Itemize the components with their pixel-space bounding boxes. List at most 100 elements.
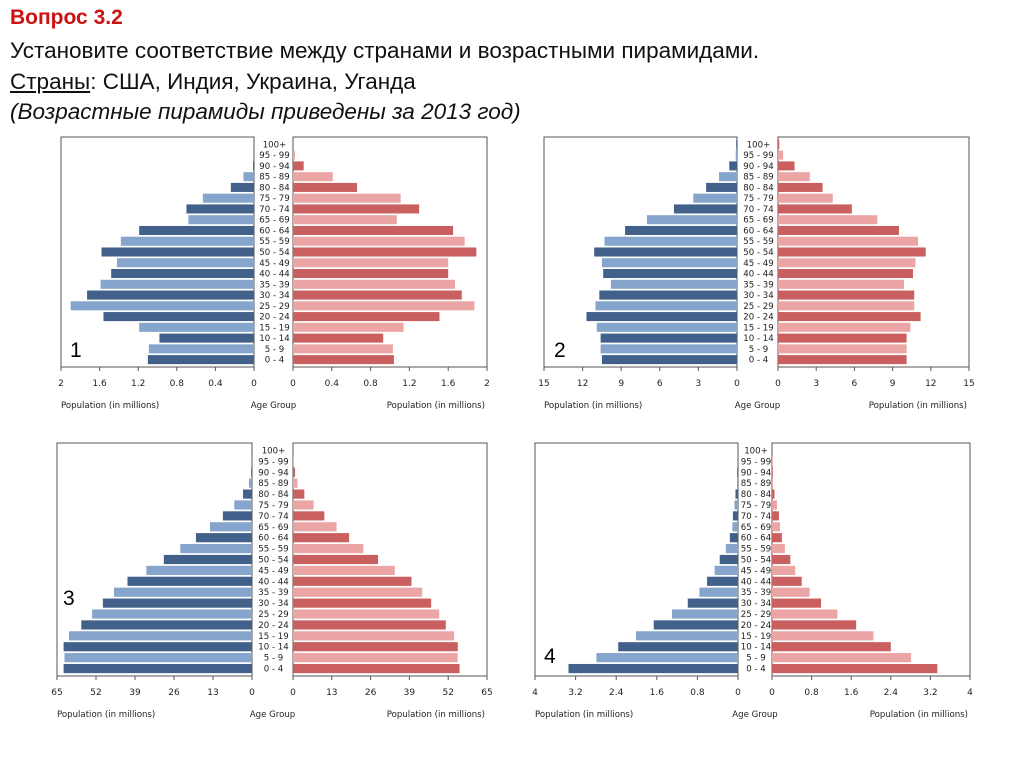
female-bar [293, 522, 337, 532]
female-bar [293, 489, 305, 499]
female-bar [293, 355, 394, 365]
male-bar [253, 161, 254, 171]
male-bar [163, 554, 252, 565]
female-bar [778, 290, 915, 300]
tick-label-right: 1.6 [441, 379, 456, 389]
age-group-label: 75 - 79 [258, 501, 288, 511]
age-group-label: 15 - 19 [741, 632, 771, 642]
female-bar [293, 215, 397, 225]
female-bar [778, 150, 784, 160]
female-bar [772, 642, 891, 652]
female-bar [778, 182, 823, 192]
age-group-label: 50 - 54 [743, 248, 773, 258]
female-bar [778, 225, 899, 235]
female-bar [293, 456, 294, 466]
male-bar [139, 322, 254, 332]
tick-label-left: 9 [618, 379, 624, 389]
female-bar [293, 587, 423, 597]
age-group-label: 70 - 74 [743, 205, 773, 215]
male-bar [127, 576, 252, 586]
male-bar [180, 544, 252, 554]
male-bar [139, 225, 254, 235]
female-bar [293, 182, 358, 192]
tick-label-left: 0 [735, 688, 741, 698]
female-bar [778, 258, 916, 268]
countries-list: : США, Индия, Украина, Уганда [90, 69, 416, 94]
tick-label-right: 0 [775, 379, 781, 389]
tick-label-right: 0.8 [804, 688, 819, 698]
male-bar [148, 344, 254, 354]
female-bar [293, 312, 440, 322]
chart-number-label: 2 [554, 339, 566, 362]
age-group-label: 65 - 69 [258, 523, 288, 533]
age-group-label: 95 - 99 [741, 457, 771, 467]
age-group-label: 30 - 34 [743, 291, 773, 301]
male-bar [63, 642, 252, 652]
tick-label-right: 3 [813, 379, 819, 389]
male-bar [595, 301, 737, 311]
male-bar [202, 193, 254, 203]
male-bar [120, 236, 254, 246]
female-bar [293, 653, 458, 663]
age-group-label: 55 - 59 [259, 237, 289, 247]
female-bar [772, 576, 802, 586]
age-group-label: 80 - 84 [259, 183, 289, 193]
tick-label-left: 0.8 [170, 379, 185, 389]
tick-label-left: 0.8 [690, 688, 705, 698]
tick-label-right: 39 [404, 688, 416, 698]
male-bar [568, 663, 738, 674]
female-bar [293, 533, 350, 543]
male-bar [594, 247, 737, 257]
female-bar [778, 312, 921, 322]
male-bar [714, 565, 738, 575]
male-bar [737, 456, 738, 466]
female-bar [778, 172, 810, 182]
female-bar [772, 554, 791, 565]
age-group-label: 75 - 79 [259, 194, 289, 204]
tick-label-left: 0 [251, 379, 257, 389]
female-bar [293, 322, 404, 332]
tick-label-left: 13 [207, 688, 218, 698]
age-group-label: 15 - 19 [743, 323, 773, 333]
tick-label-left: 39 [129, 688, 141, 698]
male-bar [672, 609, 738, 619]
age-group-label: 95 - 99 [258, 457, 288, 467]
age-group-label: 20 - 24 [258, 621, 288, 631]
age-group-label: 55 - 59 [741, 545, 771, 555]
female-bar [772, 631, 874, 641]
tick-label-right: 0.4 [325, 379, 340, 389]
male-bar [735, 150, 737, 160]
female-bar [293, 565, 395, 575]
age-group-label: 25 - 29 [743, 302, 773, 312]
female-bar [293, 642, 458, 652]
male-bar [596, 322, 737, 332]
male-bar [230, 182, 254, 192]
tick-label-right: 0 [290, 688, 296, 698]
tick-label-right: 2 [484, 379, 490, 389]
age-group-label: 65 - 69 [743, 216, 773, 226]
male-bar [69, 631, 252, 641]
male-bar [159, 333, 254, 343]
tick-label-left: 2.4 [609, 688, 624, 698]
age-group-label: 20 - 24 [259, 313, 289, 323]
age-group-label: 60 - 64 [743, 226, 773, 236]
female-bar [772, 663, 938, 674]
female-bar [293, 576, 412, 586]
tick-label-left: 12 [577, 379, 588, 389]
male-bar [729, 533, 738, 543]
chart-number-label: 1 [70, 339, 82, 362]
female-bar [293, 290, 462, 300]
age-group-label: 50 - 54 [259, 248, 289, 258]
male-bar [147, 355, 254, 365]
male-bar [725, 544, 738, 554]
tick-label-right: 9 [890, 379, 896, 389]
age-group-label: 90 - 94 [743, 162, 773, 172]
age-group-label: 35 - 39 [743, 280, 773, 290]
x-axis-label-left: Population (in millions) [544, 401, 642, 411]
male-bar [243, 489, 252, 499]
age-group-label: 100+ [262, 446, 286, 456]
age-group-label: 35 - 39 [258, 588, 288, 598]
female-bar [778, 204, 852, 214]
male-bar [707, 576, 738, 586]
